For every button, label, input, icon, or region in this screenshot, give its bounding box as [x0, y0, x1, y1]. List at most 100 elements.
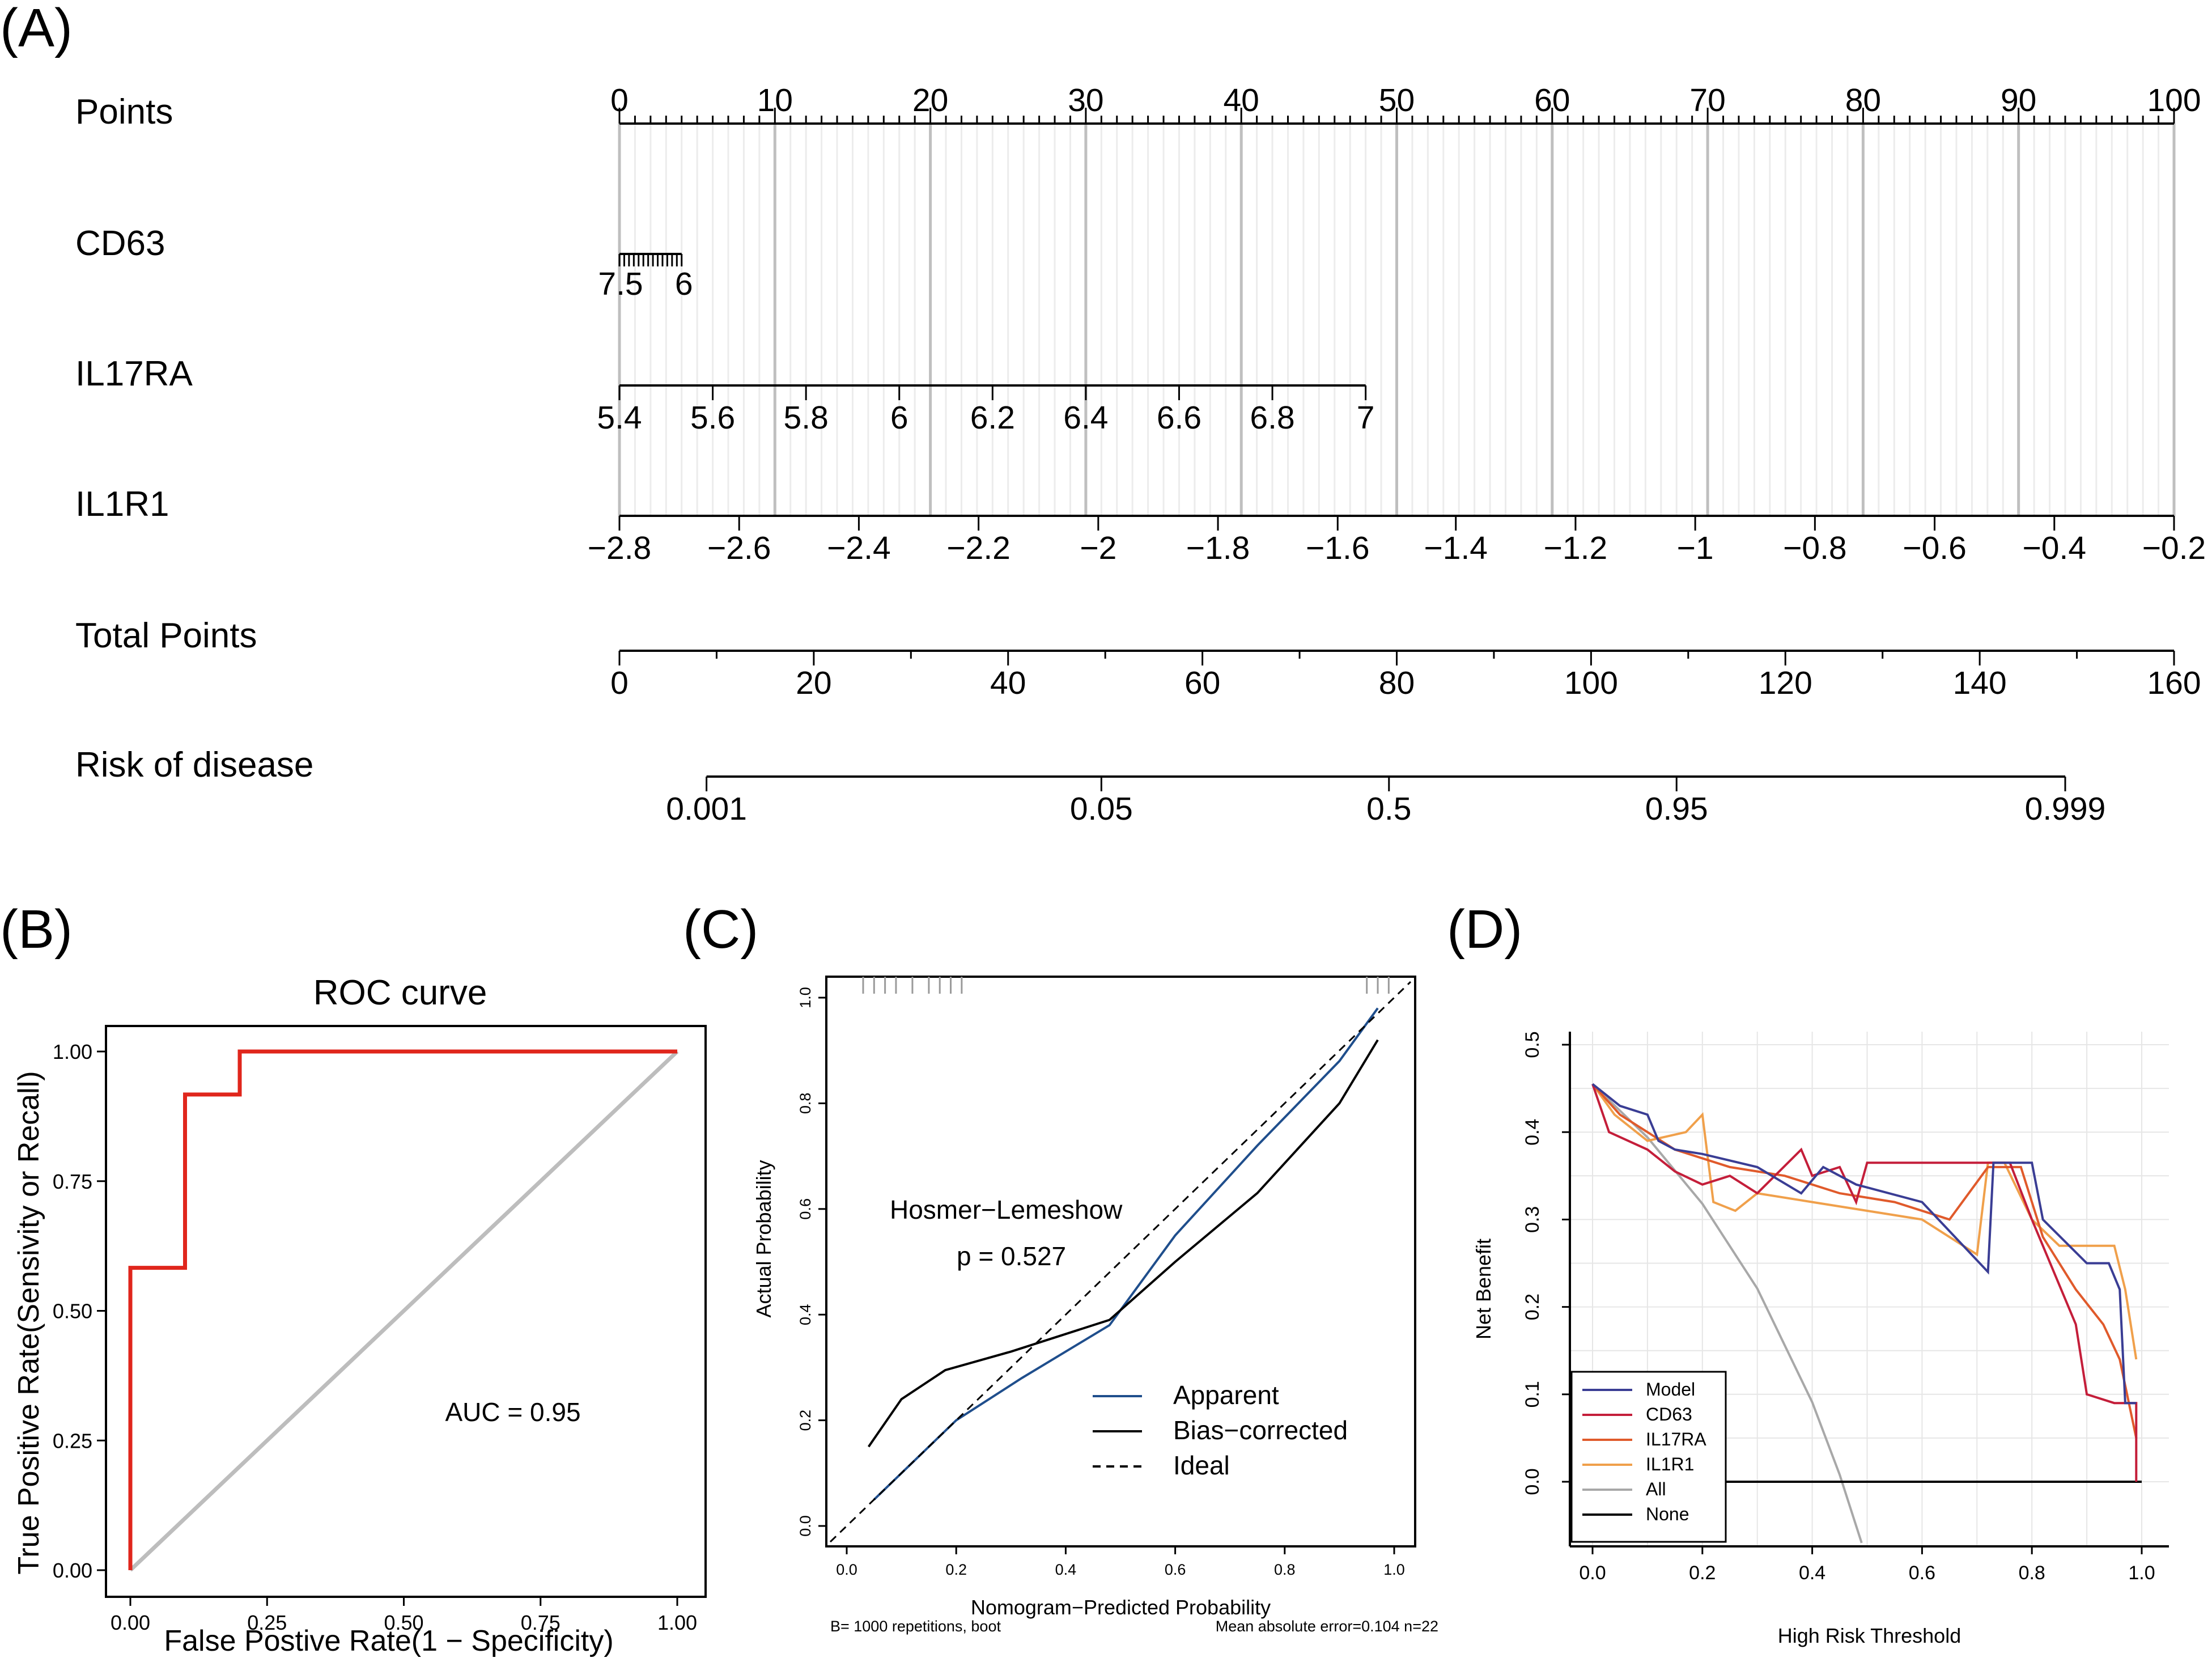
il17ra-tick-label: 6.4 — [1063, 400, 1108, 436]
calib-line-bias-corrected — [867, 1039, 1379, 1448]
cd63-tick-label: 6 — [675, 266, 693, 302]
dca-x-tick-label: 1.0 — [2128, 1562, 2155, 1584]
dca-line-il17ra — [1591, 1083, 2138, 1439]
dca-y-tick-label: 0.5 — [1522, 1031, 1543, 1058]
calib-y-tick-label: 1.0 — [797, 987, 814, 1008]
dca-legend-label: IL1R1 — [1646, 1454, 1694, 1474]
il1r1-tick-label: −2.6 — [707, 530, 771, 566]
dca-line-all — [1591, 1083, 1863, 1544]
dca-legend-label: All — [1646, 1479, 1666, 1499]
calib-y-tick-label: 0.2 — [797, 1410, 814, 1431]
points-tick-label: 20 — [912, 82, 948, 118]
il1r1-tick-label: −0.2 — [2142, 530, 2206, 566]
dca-y-axis-title: Net Benefit — [1472, 1239, 1495, 1339]
row-label-total-points: Total Points — [75, 616, 257, 655]
dca-y-tick-label: 0.4 — [1522, 1119, 1543, 1146]
il17ra-tick-label: 6.2 — [970, 400, 1015, 436]
roc-y-axis-title: True Positive Rate(Sensivity or Recall) — [12, 1071, 45, 1574]
risk-of-disease-tick-label: 0.5 — [1366, 791, 1411, 827]
calib-y-tick-label: 0.0 — [797, 1515, 814, 1537]
points-tick-label: 80 — [1845, 82, 1881, 118]
total-points-tick-label: 20 — [796, 665, 831, 701]
row-label-risk-of-disease: Risk of disease — [75, 745, 313, 785]
il1r1-tick-label: −2.4 — [827, 530, 891, 566]
points-tick-label: 30 — [1068, 82, 1103, 118]
roc-y-tick-label: 0.50 — [53, 1300, 92, 1323]
risk-of-disease-tick-label: 0.05 — [1070, 791, 1133, 827]
calib-y-axis-title: Actual Probability — [752, 1160, 775, 1317]
row-label-points: Points — [75, 92, 173, 132]
calib-y-tick-label: 0.6 — [797, 1198, 814, 1220]
risk-of-disease-tick-label: 0.95 — [1645, 791, 1708, 827]
dca-line-cd63 — [1591, 1083, 2138, 1482]
dca-y-tick-label: 0.1 — [1522, 1381, 1543, 1407]
il17ra-tick-label: 6.6 — [1157, 400, 1201, 436]
il1r1-tick-label: −0.4 — [2023, 530, 2087, 566]
calib-line-ideal — [829, 981, 1412, 1543]
roc-y-tick-label: 0.00 — [53, 1559, 92, 1582]
points-tick-label: 70 — [1689, 82, 1725, 118]
roc-title: ROC curve — [313, 973, 487, 1012]
calib-annotation-pvalue: p = 0.527 — [957, 1241, 1066, 1271]
dca-x-axis-title: High Risk Threshold — [1778, 1624, 1961, 1647]
dca-y-tick-label: 0.3 — [1522, 1206, 1543, 1233]
panel-label-d: (D) — [1447, 899, 1522, 960]
roc-curve-line — [128, 1049, 677, 1570]
panel-label-c: (C) — [683, 899, 758, 960]
points-tick-label: 0 — [610, 82, 629, 118]
points-tick-label: 100 — [2147, 82, 2201, 118]
calib-x-axis-title: Nomogram−Predicted Probability — [971, 1596, 1271, 1619]
roc-x-tick-label: 1.00 — [657, 1611, 697, 1634]
dca-y-tick-label: 0.2 — [1522, 1294, 1543, 1320]
dca-x-tick-label: 0.4 — [1799, 1562, 1825, 1584]
total-points-tick-label: 0 — [610, 665, 629, 701]
points-tick-label: 90 — [2001, 82, 2036, 118]
dca-x-tick-label: 0.8 — [2019, 1562, 2045, 1584]
roc-y-tick-label: 0.25 — [53, 1429, 92, 1452]
total-points-tick-label: 100 — [1564, 665, 1618, 701]
calib-x-tick-label: 1.0 — [1383, 1561, 1405, 1578]
calib-legend-label: Bias−corrected — [1173, 1415, 1348, 1445]
calib-line-apparent — [873, 1007, 1379, 1500]
roc-auc-annotation: AUC = 0.95 — [445, 1397, 580, 1427]
roc-y-tick-label: 1.00 — [53, 1040, 92, 1063]
il17ra-tick-label: 7 — [1357, 400, 1375, 436]
row-label-cd63: CD63 — [75, 224, 165, 263]
il1r1-tick-label: −0.6 — [1903, 530, 1967, 566]
dca-x-tick-label: 0.0 — [1579, 1562, 1606, 1584]
roc-y-tick-label: 0.75 — [53, 1170, 92, 1193]
il1r1-tick-label: −1.8 — [1186, 530, 1250, 566]
cd63-tick-label: 7.5 — [598, 266, 643, 302]
il1r1-tick-label: −2.2 — [946, 530, 1011, 566]
calib-y-tick-label: 0.8 — [797, 1093, 814, 1114]
dca-legend-label: IL17RA — [1646, 1429, 1706, 1449]
roc-x-axis-title: False Postive Rate(1 − Specificity) — [164, 1625, 613, 1657]
calib-y-tick-label: 0.4 — [797, 1304, 814, 1325]
panel-label-a: (A) — [0, 0, 73, 58]
roc-x-tick-label: 0.00 — [111, 1611, 150, 1634]
points-tick-label: 40 — [1223, 82, 1259, 118]
calib-footer-left: B= 1000 repetitions, boot — [830, 1618, 1001, 1635]
decision-curve-panel: 0.0 0.2 0.4 0.6 0.8 1.0 0.0 0.1 0.2 0.3 0.4 0.5 High… — [1472, 1031, 2169, 1647]
calib-x-tick-label: 0.4 — [1055, 1561, 1077, 1578]
il1r1-tick-label: −1.2 — [1544, 530, 1608, 566]
calib-annotation-test: Hosmer−Lemeshow — [890, 1195, 1123, 1224]
il17ra-tick-label: 5.6 — [690, 400, 735, 436]
il1r1-tick-label: −1 — [1677, 530, 1714, 566]
dca-y-tick-label: 0.0 — [1522, 1468, 1543, 1495]
risk-of-disease-tick-label: 0.001 — [666, 791, 747, 827]
roc-panel: ROC curve 0.00 0.25 0.50 0.75 1.00 0.00 0.25 0.5… — [12, 973, 707, 1657]
calib-footer-right: Mean absolute error=0.104 n=22 — [1216, 1618, 1438, 1635]
il17ra-tick-label: 6 — [890, 400, 908, 436]
total-points-tick-label: 120 — [1759, 665, 1812, 701]
calib-legend-label: Ideal — [1173, 1451, 1230, 1480]
total-points-tick-label: 80 — [1379, 665, 1415, 701]
row-label-il1r1: IL1R1 — [75, 485, 169, 524]
roc-x-tick-label: 0.25 — [247, 1611, 287, 1634]
il1r1-tick-label: −2 — [1080, 530, 1116, 566]
calib-legend-label: Apparent — [1173, 1380, 1279, 1410]
roc-x-tick-label: 0.75 — [521, 1611, 561, 1634]
calibration-panel: 0.0 0.2 0.4 0.6 0.8 1.0 0.0 0.2 0.4 0.6 0.8 1.0 Nomo… — [752, 976, 1438, 1635]
points-tick-label: 10 — [757, 82, 793, 118]
